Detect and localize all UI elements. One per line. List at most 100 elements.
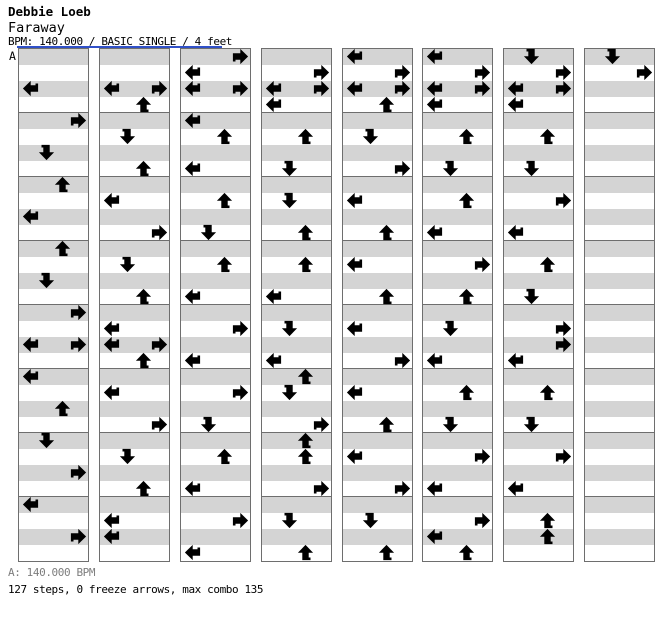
measure-line (504, 176, 573, 177)
arrow-up-icon (216, 192, 233, 209)
arrow-left-icon (184, 80, 201, 97)
arrow-down-icon (281, 384, 298, 401)
beat-stripe (19, 145, 88, 161)
beat-stripe (262, 177, 331, 193)
measure-line (19, 240, 88, 241)
arrow-left-icon (22, 336, 39, 353)
beat-stripe (343, 209, 412, 225)
measure-line (423, 176, 492, 177)
arrow-right-icon (394, 64, 411, 81)
measure-line (19, 432, 88, 433)
arrow-up-icon (135, 288, 152, 305)
beat-stripe (343, 529, 412, 545)
measure-column (261, 48, 332, 562)
measure-line (343, 176, 412, 177)
arrow-up-icon (539, 128, 556, 145)
arrow-left-icon (426, 48, 443, 65)
beat-stripe (585, 305, 654, 321)
measure-line (504, 112, 573, 113)
arrow-left-icon (103, 512, 120, 529)
beat-stripe (585, 145, 654, 161)
arrow-up-icon (297, 224, 314, 241)
arrow-right-icon (151, 224, 168, 241)
arrow-up-icon (539, 512, 556, 529)
arrow-right-icon (313, 480, 330, 497)
arrow-right-icon (394, 160, 411, 177)
arrow-left-icon (426, 80, 443, 97)
arrow-up-icon (378, 96, 395, 113)
bpm-summary: A: 140.000 BPM (8, 566, 96, 579)
arrow-down-icon (523, 288, 540, 305)
beat-stripe (343, 145, 412, 161)
arrow-up-icon (297, 544, 314, 561)
beat-stripe (262, 433, 331, 449)
bpm-marker-label: A (9, 49, 16, 63)
measure-column (99, 48, 170, 562)
arrow-right-icon (70, 336, 87, 353)
arrow-down-icon (523, 416, 540, 433)
measure-column (584, 48, 655, 562)
beat-stripe (100, 433, 169, 449)
beat-stripe (585, 113, 654, 129)
beat-stripe (181, 497, 250, 513)
arrow-up-icon (297, 128, 314, 145)
beat-stripe (343, 465, 412, 481)
beat-stripe (585, 465, 654, 481)
arrow-right-icon (474, 448, 491, 465)
arrow-right-icon (555, 80, 572, 97)
measure-line (423, 432, 492, 433)
arrow-up-icon (135, 352, 152, 369)
measure-line (585, 368, 654, 369)
stats-summary: 127 steps, 0 freeze arrows, max combo 13… (8, 583, 264, 596)
arrow-down-icon (523, 48, 540, 65)
measure-line (343, 112, 412, 113)
arrow-left-icon (184, 112, 201, 129)
measure-line (423, 368, 492, 369)
beat-stripe (585, 369, 654, 385)
beat-stripe (262, 273, 331, 289)
measure-line (100, 496, 169, 497)
arrow-up-icon (216, 128, 233, 145)
measure-line (181, 176, 250, 177)
arrow-down-icon (281, 160, 298, 177)
beat-stripe (262, 465, 331, 481)
beat-stripe (100, 241, 169, 257)
measure-column (18, 48, 89, 562)
measure-column (422, 48, 493, 562)
beat-stripe (504, 305, 573, 321)
beat-stripe (262, 529, 331, 545)
arrow-right-icon (474, 512, 491, 529)
arrow-left-icon (184, 288, 201, 305)
beat-stripe (504, 209, 573, 225)
beat-stripe (423, 209, 492, 225)
beat-stripe (100, 177, 169, 193)
arrow-right-icon (555, 320, 572, 337)
measure-line (19, 496, 88, 497)
beat-stripe (181, 177, 250, 193)
measure-line (19, 368, 88, 369)
measure-line (504, 432, 573, 433)
measure-line (423, 112, 492, 113)
arrow-up-icon (378, 544, 395, 561)
beat-stripe (343, 273, 412, 289)
arrow-down-icon (119, 256, 136, 273)
beat-stripe (100, 113, 169, 129)
beat-stripe (262, 497, 331, 513)
measure-line (181, 112, 250, 113)
beat-stripe (504, 145, 573, 161)
beat-stripe (262, 49, 331, 65)
arrow-right-icon (70, 528, 87, 545)
beat-stripe (504, 401, 573, 417)
beat-stripe (262, 209, 331, 225)
beat-stripe (19, 433, 88, 449)
arrow-left-icon (346, 256, 363, 273)
arrow-down-icon (38, 144, 55, 161)
arrow-up-icon (458, 544, 475, 561)
beat-stripe (343, 241, 412, 257)
arrow-right-icon (232, 48, 249, 65)
arrow-left-icon (103, 384, 120, 401)
arrow-left-icon (426, 352, 443, 369)
measure-line (423, 496, 492, 497)
arrow-left-icon (184, 64, 201, 81)
arrow-right-icon (555, 448, 572, 465)
